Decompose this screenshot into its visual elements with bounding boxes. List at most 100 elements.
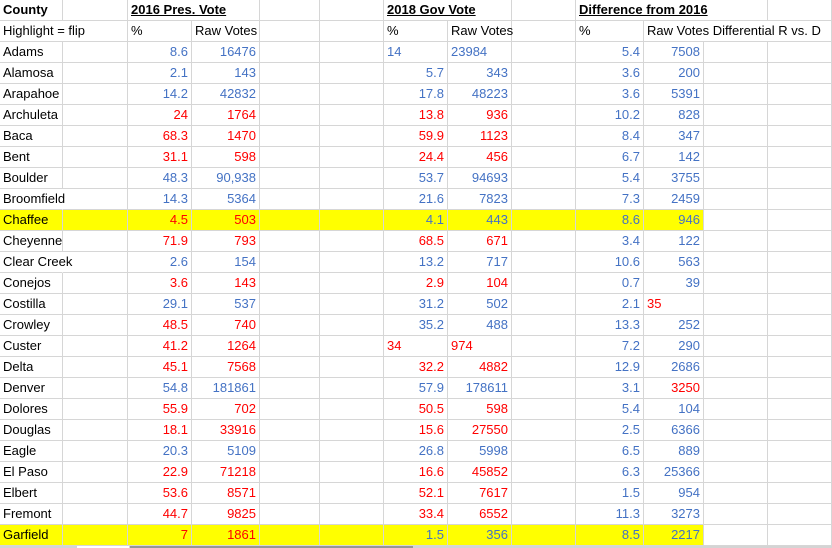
cell-empty[interactable] bbox=[63, 294, 128, 315]
cell-diff-pct[interactable]: 3.4 bbox=[576, 231, 644, 252]
cell-empty[interactable] bbox=[260, 483, 320, 504]
cell-empty[interactable] bbox=[63, 42, 128, 63]
cell-2016-pct[interactable]: 20.3 bbox=[128, 441, 192, 462]
cell-empty[interactable] bbox=[260, 63, 320, 84]
cell-empty[interactable] bbox=[320, 399, 384, 420]
cell-2016-raw[interactable]: 1470 bbox=[192, 126, 260, 147]
cell-2016-raw[interactable]: 740 bbox=[192, 315, 260, 336]
cell-2016-pct[interactable]: 68.3 bbox=[128, 126, 192, 147]
cell-empty[interactable] bbox=[320, 0, 384, 21]
cell-2016-pct[interactable]: 3.6 bbox=[128, 273, 192, 294]
cell-empty[interactable] bbox=[512, 168, 576, 189]
cell-county[interactable]: Eagle bbox=[0, 441, 63, 462]
cell-county[interactable]: Crowley bbox=[0, 315, 63, 336]
cell-2016-raw[interactable]: 1264 bbox=[192, 336, 260, 357]
cell-empty[interactable] bbox=[260, 504, 320, 525]
cell-empty[interactable] bbox=[320, 168, 384, 189]
cell-diff-raw[interactable]: 828 bbox=[644, 105, 704, 126]
cell-2016-pct[interactable]: 8.6 bbox=[128, 42, 192, 63]
cell-diff-raw[interactable]: 290 bbox=[644, 336, 704, 357]
cell-2016-pct[interactable]: 54.8 bbox=[128, 378, 192, 399]
cell-2016-raw[interactable]: 181861 bbox=[192, 378, 260, 399]
cell-diff-pct[interactable]: 7.2 bbox=[576, 336, 644, 357]
cell-empty[interactable] bbox=[260, 336, 320, 357]
cell-diff-pct[interactable]: 10.6 bbox=[576, 252, 644, 273]
cell-empty[interactable] bbox=[704, 168, 768, 189]
cell-empty[interactable] bbox=[704, 315, 768, 336]
subheader-pct-2016[interactable]: % bbox=[128, 21, 192, 42]
cell-empty[interactable] bbox=[768, 357, 832, 378]
cell-empty[interactable] bbox=[768, 126, 832, 147]
cell-empty[interactable] bbox=[704, 420, 768, 441]
cell-2016-raw[interactable]: 33916 bbox=[192, 420, 260, 441]
cell-empty[interactable] bbox=[512, 252, 576, 273]
cell-county[interactable]: Conejos bbox=[0, 273, 63, 294]
cell-diff-raw[interactable]: 252 bbox=[644, 315, 704, 336]
cell-empty[interactable] bbox=[768, 0, 832, 21]
cell-empty[interactable] bbox=[704, 462, 768, 483]
cell-2016-pct[interactable]: 2.1 bbox=[128, 63, 192, 84]
cell-empty[interactable] bbox=[704, 210, 768, 231]
cell-2018-pct[interactable]: 15.6 bbox=[384, 420, 448, 441]
cell-2018-pct[interactable]: 35.2 bbox=[384, 315, 448, 336]
cell-empty[interactable] bbox=[260, 525, 320, 546]
cell-county[interactable]: Adams bbox=[0, 42, 63, 63]
cell-empty[interactable] bbox=[768, 168, 832, 189]
cell-diff-raw[interactable]: 3755 bbox=[644, 168, 704, 189]
cell-empty[interactable] bbox=[63, 273, 128, 294]
cell-empty[interactable] bbox=[512, 504, 576, 525]
cell-empty[interactable] bbox=[63, 483, 128, 504]
cell-empty[interactable] bbox=[512, 210, 576, 231]
cell-2016-pct[interactable]: 48.3 bbox=[128, 168, 192, 189]
cell-diff-raw[interactable]: 6366 bbox=[644, 420, 704, 441]
subheader-raw-2016[interactable]: Raw Votes bbox=[192, 21, 260, 42]
subheader-raw-2018[interactable]: Raw Votes bbox=[448, 21, 513, 42]
cell-diff-raw[interactable]: 889 bbox=[644, 441, 704, 462]
cell-2016-raw[interactable]: 71218 bbox=[192, 462, 260, 483]
cell-2016-raw[interactable]: 8571 bbox=[192, 483, 260, 504]
cell-diff-raw[interactable]: 2686 bbox=[644, 357, 704, 378]
cell-2018-raw[interactable]: 45852 bbox=[448, 462, 512, 483]
cell-empty[interactable] bbox=[260, 315, 320, 336]
cell-2018-raw[interactable]: 94693 bbox=[448, 168, 512, 189]
cell-empty[interactable] bbox=[768, 84, 832, 105]
cell-empty[interactable] bbox=[320, 231, 384, 252]
subheader-pct-2018[interactable]: % bbox=[384, 21, 448, 42]
cell-county[interactable]: Alamosa bbox=[0, 63, 63, 84]
cell-empty[interactable] bbox=[512, 315, 576, 336]
cell-empty[interactable] bbox=[63, 525, 128, 546]
cell-diff-raw[interactable]: 25366 bbox=[644, 462, 704, 483]
cell-empty[interactable] bbox=[768, 315, 832, 336]
cell-diff-raw[interactable]: 122 bbox=[644, 231, 704, 252]
cell-empty[interactable] bbox=[768, 294, 832, 315]
cell-2018-pct[interactable]: 24.4 bbox=[384, 147, 448, 168]
cell-empty[interactable] bbox=[63, 462, 128, 483]
cell-empty[interactable] bbox=[704, 483, 768, 504]
cell-empty[interactable] bbox=[768, 420, 832, 441]
cell-empty[interactable] bbox=[320, 147, 384, 168]
cell-empty[interactable] bbox=[260, 147, 320, 168]
cell-empty[interactable] bbox=[260, 273, 320, 294]
cell-2016-pct[interactable]: 22.9 bbox=[128, 462, 192, 483]
cell-empty[interactable] bbox=[63, 378, 128, 399]
cell-empty[interactable] bbox=[260, 462, 320, 483]
cell-2018-raw[interactable]: 178611 bbox=[448, 378, 512, 399]
cell-diff-raw[interactable]: 954 bbox=[644, 483, 704, 504]
cell-empty[interactable] bbox=[260, 210, 320, 231]
cell-county[interactable]: Arapahoe bbox=[0, 84, 63, 105]
cell-empty[interactable] bbox=[704, 504, 768, 525]
cell-2016-pct[interactable]: 24 bbox=[128, 105, 192, 126]
cell-2018-pct[interactable]: 13.8 bbox=[384, 105, 448, 126]
cell-empty[interactable] bbox=[320, 210, 384, 231]
cell-empty[interactable] bbox=[768, 336, 832, 357]
header-county[interactable]: County bbox=[0, 0, 63, 21]
cell-2016-raw[interactable]: 1764 bbox=[192, 105, 260, 126]
cell-empty[interactable] bbox=[768, 231, 832, 252]
cell-empty[interactable] bbox=[704, 63, 768, 84]
cell-2018-raw[interactable]: 456 bbox=[448, 147, 512, 168]
cell-empty[interactable] bbox=[320, 84, 384, 105]
cell-2018-raw[interactable]: 488 bbox=[448, 315, 512, 336]
subheader-raw-diff[interactable]: Raw Votes Differential R vs. D bbox=[644, 21, 832, 42]
cell-empty[interactable] bbox=[63, 189, 128, 210]
cell-diff-raw[interactable]: 7508 bbox=[644, 42, 704, 63]
